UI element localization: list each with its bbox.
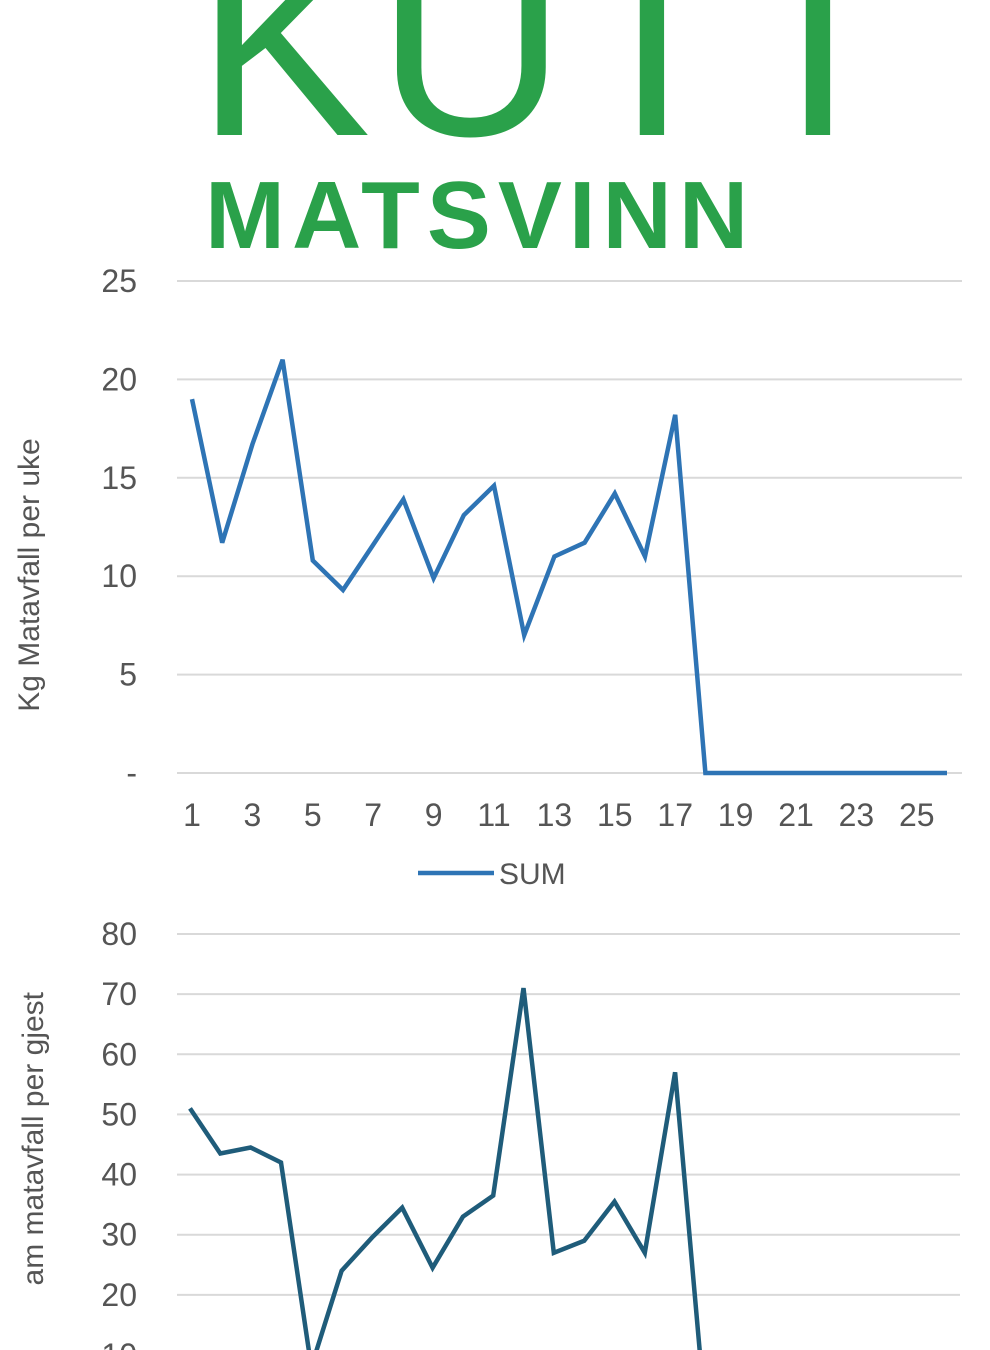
chart1-x-tick-label: 5 xyxy=(304,797,322,833)
chart2-y-tick-label: 40 xyxy=(101,1157,137,1193)
chart1-y-axis-title: Kg Matavfall per uke xyxy=(13,438,46,711)
chart1-y-tick-label: 25 xyxy=(101,263,137,299)
chart1-y-tick-label: 15 xyxy=(101,460,137,496)
chart2-y-tick-label: 30 xyxy=(101,1217,137,1253)
chart1-x-tick-label: 25 xyxy=(899,797,935,833)
chart2-y-tick-label: 80 xyxy=(101,916,137,952)
chart1-legend: SUM xyxy=(418,858,566,891)
chart1-x-tick-label: 15 xyxy=(597,797,633,833)
chart2-y-tick-label: 70 xyxy=(101,976,137,1012)
chart2-y-tick-label: 60 xyxy=(101,1036,137,1072)
chart1-data-points xyxy=(192,360,947,773)
legend-label-sum: SUM xyxy=(499,858,566,891)
chart1-y-tick-label: - xyxy=(126,755,137,791)
chart1-y-ticks: - 5 10 15 20 25 xyxy=(101,263,137,791)
chart2-gridlines xyxy=(177,934,960,1350)
chart1-y-tick-label: 10 xyxy=(101,558,137,594)
chart2-y-tick-label: 10 xyxy=(101,1337,137,1350)
chart1-y-tick-label: 5 xyxy=(119,657,137,693)
chart1-gridlines xyxy=(177,281,962,773)
chart1-x-tick-label: 3 xyxy=(244,797,262,833)
chart1-x-tick-label: 7 xyxy=(364,797,382,833)
chart1-y-tick-label: 20 xyxy=(101,361,137,397)
chart1-x-tick-label: 17 xyxy=(657,797,693,833)
chart2-y-tick-label: 50 xyxy=(101,1096,137,1132)
chart-waste-per-guest: 10 20 30 40 50 60 70 80 am matavfall per gjest xyxy=(17,916,960,1350)
chart1-x-tick-label: 11 xyxy=(477,797,510,833)
chart1-x-tick-label: 21 xyxy=(778,797,814,833)
chart1-x-tick-label: 9 xyxy=(425,797,443,833)
chart2-y-axis-title: am matavfall per gjest xyxy=(17,991,50,1285)
chart1-x-tick-label: 23 xyxy=(839,797,875,833)
chart1-x-tick-label: 19 xyxy=(718,797,754,833)
chart1-x-ticks: 1 3 5 7 9 11 13 15 17 19 21 23 25 xyxy=(183,797,934,833)
chart2-y-tick-label: 20 xyxy=(101,1277,137,1313)
chart1-series-line-sum xyxy=(192,360,947,773)
chart1-x-tick-label: 1 xyxy=(183,797,201,833)
chart1-x-tick-label: 13 xyxy=(537,797,573,833)
chart2-y-ticks: 10 20 30 40 50 60 70 80 xyxy=(101,916,137,1350)
